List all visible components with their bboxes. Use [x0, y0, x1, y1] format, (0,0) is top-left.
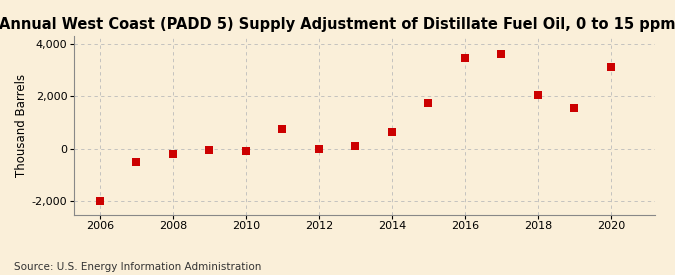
Title: Annual West Coast (PADD 5) Supply Adjustment of Distillate Fuel Oil, 0 to 15 ppm: Annual West Coast (PADD 5) Supply Adjust… [0, 17, 675, 32]
Point [95, 199, 105, 204]
Point [167, 152, 178, 156]
Point [313, 147, 324, 151]
Point [387, 130, 398, 134]
Y-axis label: Thousand Barrels: Thousand Barrels [15, 73, 28, 177]
Point [204, 148, 215, 152]
Point [605, 65, 616, 70]
Point [533, 93, 543, 97]
Point [496, 52, 507, 56]
Point [240, 149, 251, 153]
Text: Source: U.S. Energy Information Administration: Source: U.S. Energy Information Administ… [14, 262, 261, 272]
Point [277, 127, 288, 131]
Point [423, 101, 434, 105]
Point [131, 160, 142, 164]
Point [460, 56, 470, 60]
Point [569, 106, 580, 110]
Point [350, 144, 360, 148]
